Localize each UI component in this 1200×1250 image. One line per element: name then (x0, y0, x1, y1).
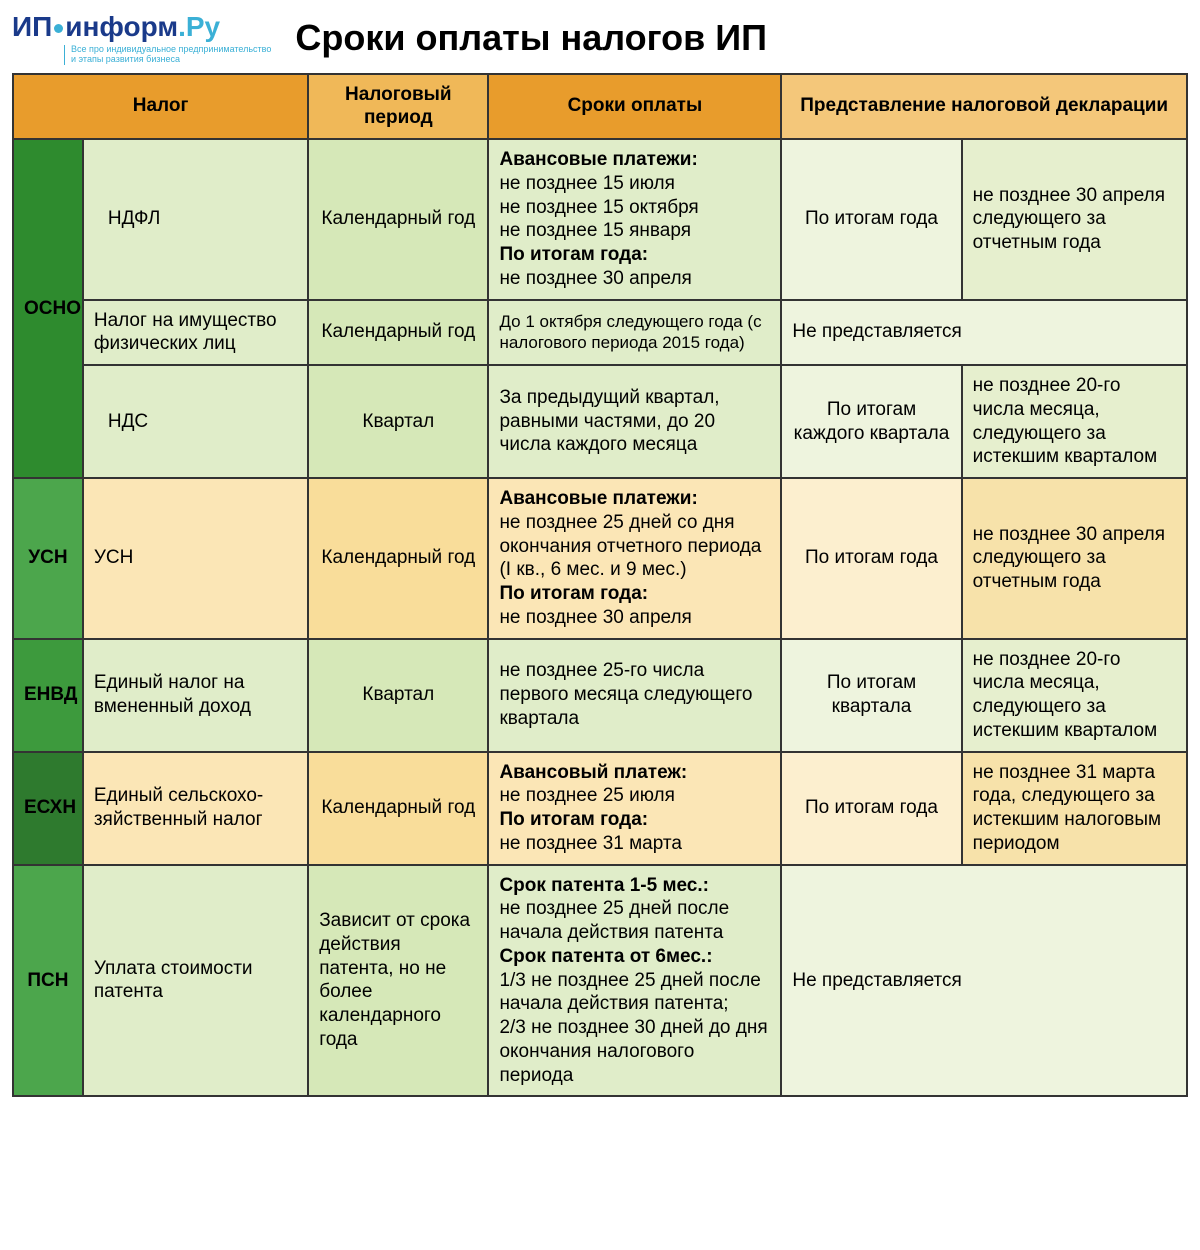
usn-dec1: По итогам года (781, 478, 961, 639)
cat-eshn: ЕСХН (13, 752, 83, 865)
psn-period: Зависит от срока действия патента, но не… (308, 865, 488, 1097)
logo-ip: ИП (12, 11, 52, 42)
hdr-payment: Сроки оплаты (488, 74, 781, 140)
eshn-pay: Авансовый платеж: не позднее 25 июля По … (488, 752, 781, 865)
eshn-pay-h2: По итогам года: (499, 809, 648, 830)
eshn-dec2: не позднее 31 марта года, следующего за … (962, 752, 1187, 865)
cat-psn: ПСН (13, 865, 83, 1097)
osno-ndfl-pay: Авансовые платежи: не позднее 15 июля не… (488, 139, 781, 300)
envd-name: Единый налог на вмененный доход (83, 639, 308, 752)
row-osno-nds: НДС Квартал За предыдущий квартал, равны… (13, 365, 1187, 478)
usn-pay-l3: не позднее 30 апреля (499, 607, 691, 628)
envd-dec2: не позднее 20-го числа месяца, следующег… (962, 639, 1187, 752)
osno-imush-period: Календарный год (308, 300, 488, 366)
osno-ndfl-dec2: не позднее 30 апреля следующего за отчет… (962, 139, 1187, 300)
header-row: Налог Налоговый период Сроки оплаты Пред… (13, 74, 1187, 140)
psn-pay-l3: 2/3 не позднее 30 дней до дня окончания … (499, 1017, 767, 1086)
eshn-pay-l2: не позднее 31 марта (499, 833, 682, 854)
logo-sub-line2: и этапы развития бизнеса (71, 55, 271, 65)
eshn-dec1: По итогам года (781, 752, 961, 865)
envd-period: Квартал (308, 639, 488, 752)
osno-ndfl-pay-l4: не позднее 30 апреля (499, 268, 691, 289)
usn-pay-l2: (I кв., 6 мес. и 9 мес.) (499, 559, 686, 580)
hdr-declaration: Представление налоговой декларации (781, 74, 1187, 140)
osno-ndfl-pay-l2: не позднее 15 октября (499, 197, 698, 218)
hdr-period: Налоговый период (308, 74, 488, 140)
osno-imush-dec: Не представляется (781, 300, 1187, 366)
psn-pay: Срок патента 1-5 мес.: не позднее 25 дне… (488, 865, 781, 1097)
eshn-period: Календарный год (308, 752, 488, 865)
usn-dec2: не позднее 30 апреля следующего за отчет… (962, 478, 1187, 639)
usn-name: УСН (83, 478, 308, 639)
osno-nds-period: Квартал (308, 365, 488, 478)
row-osno-imush: Налог на имущество физических лиц Календ… (13, 300, 1187, 366)
osno-ndfl-pay-l3: не позднее 15 января (499, 220, 691, 241)
logo-inform: информ (65, 11, 178, 42)
psn-pay-h1: Срок патента 1-5 мес.: (499, 875, 709, 896)
cat-envd: ЕНВД (13, 639, 83, 752)
osno-imush-pay: До 1 октября следующего года (с налогово… (488, 300, 781, 366)
psn-pay-l1: не позднее 25 дней после начала действия… (499, 898, 729, 943)
header: ИП информ.Ру Все про индивидуальное предп… (12, 12, 1188, 65)
row-psn: ПСН Уплата стоимости патента Зависит от … (13, 865, 1187, 1097)
osno-ndfl-dec1: По итогам года (781, 139, 961, 300)
usn-pay-h1: Авансовые платежи: (499, 488, 697, 509)
osno-nds-name: НДС (83, 365, 308, 478)
osno-imush-name: Налог на имущество физических лиц (83, 300, 308, 366)
osno-ndfl-pay-h2: По итогам года: (499, 244, 648, 265)
cat-osno: ОСНО (13, 139, 83, 478)
psn-dec: Не представляется (781, 865, 1187, 1097)
row-osno-ndfl: ОСНО НДФЛ Календарный год Авансовые плат… (13, 139, 1187, 300)
psn-name: Уплата стоимости патента (83, 865, 308, 1097)
usn-pay-h2: По итогам года: (499, 583, 648, 604)
cat-usn: УСН (13, 478, 83, 639)
hdr-tax: Налог (13, 74, 308, 140)
osno-ndfl-period: Календарный год (308, 139, 488, 300)
logo-subtitle: Все про индивидуальное предпринимательст… (64, 45, 271, 65)
logo-dot-icon (54, 24, 63, 33)
psn-pay-l2: 1/3 не позднее 25 дней после начала дейс… (499, 970, 760, 1015)
page-title: Сроки оплаты налогов ИП (295, 17, 767, 59)
envd-pay: не позднее 25-го числа первого месяца сл… (488, 639, 781, 752)
usn-pay-l1: не позднее 25 дней со дня окончания отче… (499, 512, 761, 557)
osno-nds-dec1: По итогам каждого квартала (781, 365, 961, 478)
osno-ndfl-name: НДФЛ (83, 139, 308, 300)
row-eshn: ЕСХН Единый сельскохо-зяйственный налог … (13, 752, 1187, 865)
row-usn: УСН УСН Календарный год Авансовые платеж… (13, 478, 1187, 639)
psn-pay-h2: Срок патента от 6мес.: (499, 946, 712, 967)
envd-dec1: По итогам квартала (781, 639, 961, 752)
usn-period: Календарный год (308, 478, 488, 639)
osno-nds-dec2: не позднее 20-го числа месяца, следующег… (962, 365, 1187, 478)
osno-nds-pay: За предыдущий квартал, равными частями, … (488, 365, 781, 478)
logo: ИП информ.Ру Все про индивидуальное предп… (12, 12, 271, 65)
eshn-name: Единый сельскохо-зяйственный налог (83, 752, 308, 865)
eshn-pay-h1: Авансовый платеж: (499, 762, 687, 783)
logo-text: ИП информ.Ру (12, 12, 271, 43)
logo-ru: .Ру (178, 11, 220, 42)
usn-pay: Авансовые платежи: не позднее 25 дней со… (488, 478, 781, 639)
osno-ndfl-pay-l1: не позднее 15 июля (499, 173, 675, 194)
eshn-pay-l1: не позднее 25 июля (499, 785, 675, 806)
tax-table: Налог Налоговый период Сроки оплаты Пред… (12, 73, 1188, 1098)
osno-ndfl-pay-h1: Авансовые платежи: (499, 149, 697, 170)
row-envd: ЕНВД Единый налог на вмененный доход Ква… (13, 639, 1187, 752)
